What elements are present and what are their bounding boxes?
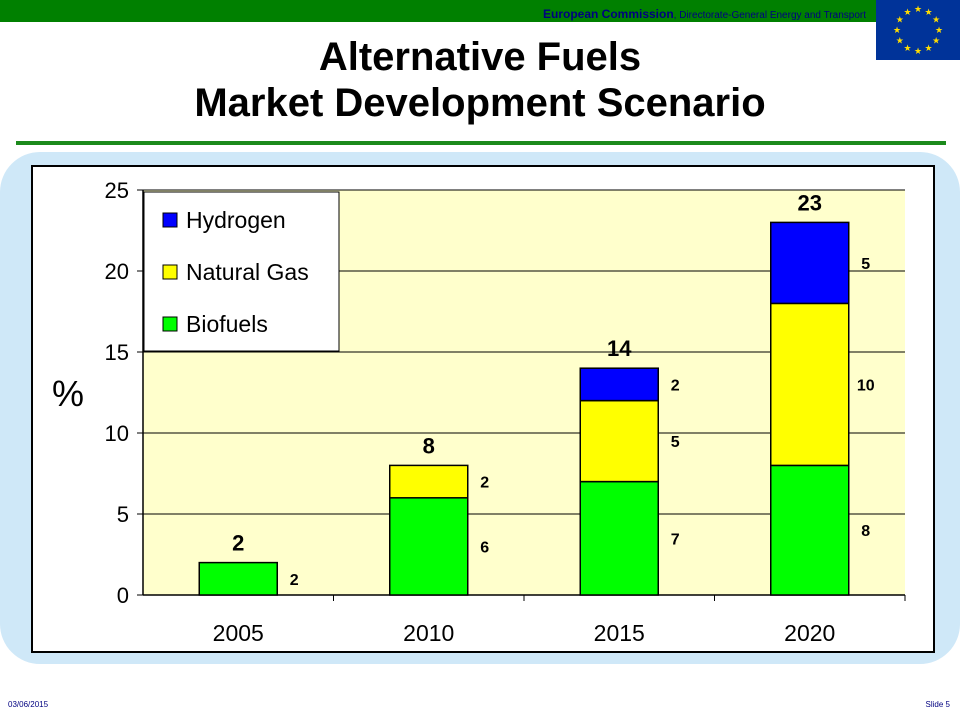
legend-label: Biofuels bbox=[186, 311, 268, 337]
bar-segment-hydrogen bbox=[770, 221, 850, 305]
segment-value-label: 2 bbox=[290, 572, 299, 589]
page-title: Alternative Fuels Market Development Sce… bbox=[0, 34, 960, 126]
segment-value-label: 5 bbox=[671, 434, 680, 451]
flag-star-icon: ★ bbox=[935, 26, 943, 36]
segment-value-label: 2 bbox=[480, 475, 489, 492]
header-org: European Commission bbox=[542, 7, 674, 21]
flag-star-icon: ★ bbox=[903, 44, 911, 54]
flag-star-icon: ★ bbox=[896, 37, 904, 47]
flag-star-icon: ★ bbox=[924, 8, 932, 18]
bar-total-label: 2 bbox=[232, 531, 244, 556]
bar-segment-natural-gas bbox=[770, 302, 850, 467]
flag-star-icon: ★ bbox=[924, 44, 932, 54]
flag-star-icon: ★ bbox=[932, 16, 940, 26]
legend-swatch bbox=[162, 264, 178, 280]
y-tick-label: 15 bbox=[105, 340, 129, 365]
x-tick-label: 2010 bbox=[403, 620, 454, 646]
legend-label: Natural Gas bbox=[186, 259, 309, 285]
bar-total-label: 23 bbox=[798, 190, 822, 215]
x-tick-label: 2005 bbox=[213, 620, 264, 646]
bar-segment-biofuels bbox=[389, 497, 469, 596]
bar-total-label: 8 bbox=[423, 433, 435, 458]
footer-date: 03/06/2015 bbox=[8, 700, 49, 709]
legend-swatch bbox=[162, 316, 178, 332]
bar-segment-biofuels bbox=[198, 561, 278, 596]
title-line-1: Alternative Fuels bbox=[318, 35, 642, 79]
header-bar bbox=[0, 0, 876, 22]
title-line-2: Market Development Scenario bbox=[194, 81, 766, 125]
segment-value-label: 7 bbox=[671, 531, 680, 548]
footer-slide-number: Slide 5 bbox=[925, 700, 950, 709]
eu-flag-stars: ★ ★★★★★★★★★★★ bbox=[893, 5, 943, 57]
bar-total-label: 14 bbox=[607, 336, 632, 361]
flag-star-icon: ★ bbox=[896, 16, 904, 26]
segment-value-label: 10 bbox=[857, 377, 875, 394]
segment-value-label: 6 bbox=[480, 539, 489, 556]
flag-star-icon: ★ bbox=[914, 5, 922, 15]
flag-star-icon: ★ bbox=[932, 37, 940, 47]
segment-value-label: 5 bbox=[861, 256, 870, 273]
y-tick-label: 10 bbox=[105, 421, 129, 446]
legend-label: Hydrogen bbox=[186, 207, 286, 233]
segment-value-label: 8 bbox=[861, 523, 870, 540]
flag-star-icon: ★ bbox=[903, 8, 911, 18]
bar-segment-biofuels bbox=[579, 480, 659, 596]
eu-flag-icon: ★ ★ ★ ★ ★ ★ ★ ★ ★ ★ ★ ★ bbox=[876, 0, 960, 60]
header-text: European Commission, Directorate-General… bbox=[0, 7, 866, 21]
bar-segment-natural-gas bbox=[389, 464, 469, 499]
title-divider bbox=[16, 141, 946, 145]
x-tick-label: 2015 bbox=[594, 620, 645, 646]
x-tick-label: 2020 bbox=[784, 620, 835, 646]
chart-legend: Hydrogen Natural Gas Biofuels bbox=[143, 191, 340, 352]
bar-segment-natural-gas bbox=[579, 399, 659, 483]
y-axis-label: % bbox=[52, 373, 84, 414]
y-tick-label: 0 bbox=[117, 583, 129, 608]
bar-segment-biofuels bbox=[770, 464, 850, 596]
flag-star-icon: ★ bbox=[914, 47, 922, 57]
y-tick-label: 25 bbox=[105, 178, 129, 203]
header-dept: , Directorate-General Energy and Transpo… bbox=[673, 10, 866, 21]
flag-star-icon: ★ bbox=[893, 26, 901, 36]
bar-segment-hydrogen bbox=[579, 367, 659, 402]
legend-swatch bbox=[162, 212, 178, 228]
y-tick-label: 5 bbox=[117, 502, 129, 527]
y-tick-label: 20 bbox=[105, 259, 129, 284]
segment-value-label: 2 bbox=[671, 377, 680, 394]
